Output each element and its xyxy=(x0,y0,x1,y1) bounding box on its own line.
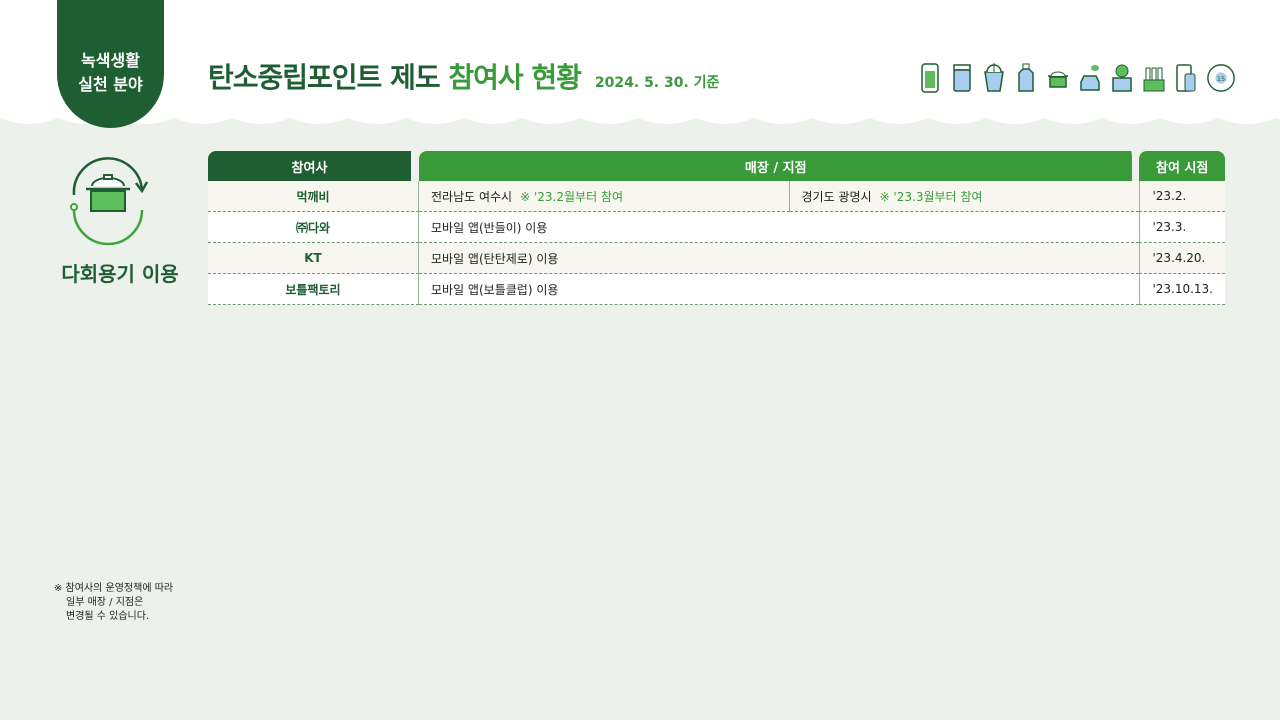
cup-icon xyxy=(984,63,1004,92)
location-place: 전라남도 여수시 xyxy=(431,189,513,204)
tag-line-2: 실천 분야 xyxy=(78,75,143,94)
header-locations: 매장 / 지점 xyxy=(419,151,1140,181)
participants-table: 참여사 매장 / 지점 참여 시점 먹깨비 전라남도 여수시 ※ '23.2월부터… xyxy=(208,151,1225,305)
location-note: ※ '23.2월부터 참여 xyxy=(520,189,624,204)
header-company: 참여사 xyxy=(208,151,419,181)
date-cell: '23.10.13. xyxy=(1139,274,1225,305)
footnote-line: ※ 참여사의 운영정책에 따라 xyxy=(54,583,174,594)
location-cell: 모바일 앱(반들이) 이용 xyxy=(419,212,1140,243)
recycle-15-icon: 15 xyxy=(1207,64,1235,92)
location-place: 경기도 광명시 xyxy=(801,189,872,204)
bottles-icon xyxy=(1143,67,1165,92)
wave-divider xyxy=(0,108,1280,124)
box-icon xyxy=(1112,64,1132,92)
svg-text:15: 15 xyxy=(1217,75,1225,83)
title-highlight: 참여사 현황 xyxy=(448,61,582,94)
date-cell: '23.3. xyxy=(1139,212,1225,243)
table-row: KT 모바일 앱(탄탄제로) 이용 '23.4.20. xyxy=(208,243,1225,274)
company-cell: 보틀팩토리 xyxy=(208,274,419,305)
phone-icon xyxy=(1176,64,1196,92)
table-row: 보틀팩토리 모바일 앱(보틀클럽) 이용 '23.10.13. xyxy=(208,274,1225,305)
footnote: ※ 참여사의 운영정책에 따라 일부 매장 / 지점은 변경될 수 있습니다. xyxy=(54,582,173,624)
page-title: 탄소중립포인트 제도 참여사 현황 2024. 5. 30. 기준 xyxy=(208,56,719,96)
pot-cycle-icon xyxy=(70,157,149,246)
electric-car-icon xyxy=(1080,65,1100,91)
detergent-bottle-icon xyxy=(1018,63,1034,92)
table-row: 먹깨비 전라남도 여수시 ※ '23.2월부터 참여 경기도 광명시 ※ '23.3… xyxy=(208,181,1225,212)
company-cell: 먹깨비 xyxy=(208,181,419,212)
location-cell: 모바일 앱(보틀클럽) 이용 xyxy=(419,274,1140,305)
location-cell: 전라남도 여수시 ※ '23.2월부터 참여 xyxy=(419,181,790,212)
tumbler-icon xyxy=(921,63,939,93)
date-cell: '23.2. xyxy=(1139,181,1225,212)
category-tag: 녹색생활 실천 분야 xyxy=(57,0,164,128)
footnote-line: 변경될 수 있습니다. xyxy=(66,611,150,622)
footnote-line: 일부 매장 / 지점은 xyxy=(66,597,144,608)
title-main: 탄소중립포인트 제도 xyxy=(208,61,449,94)
date-cell: '23.4.20. xyxy=(1139,243,1225,274)
jar-icon xyxy=(953,64,971,92)
reference-date: 2024. 5. 30. 기준 xyxy=(594,75,720,91)
location-cell: 모바일 앱(탄탄제로) 이용 xyxy=(419,243,1140,274)
header-date: 참여 시점 xyxy=(1139,151,1225,181)
table-row: ㈜다와 모바일 앱(반들이) 이용 '23.3. xyxy=(208,212,1225,243)
company-cell: KT xyxy=(208,243,419,274)
company-cell: ㈜다와 xyxy=(208,212,419,243)
header-band xyxy=(0,0,1280,118)
icon-strip: 15 xyxy=(918,62,1236,94)
pot-icon xyxy=(1048,71,1068,88)
location-note: ※ '23.3월부터 참여 xyxy=(879,189,983,204)
location-cell: 경기도 광명시 ※ '23.3월부터 참여 xyxy=(789,181,1140,212)
category-label: 다회용기 이용 xyxy=(61,262,179,286)
tag-line-1: 녹색생활 xyxy=(81,51,140,70)
